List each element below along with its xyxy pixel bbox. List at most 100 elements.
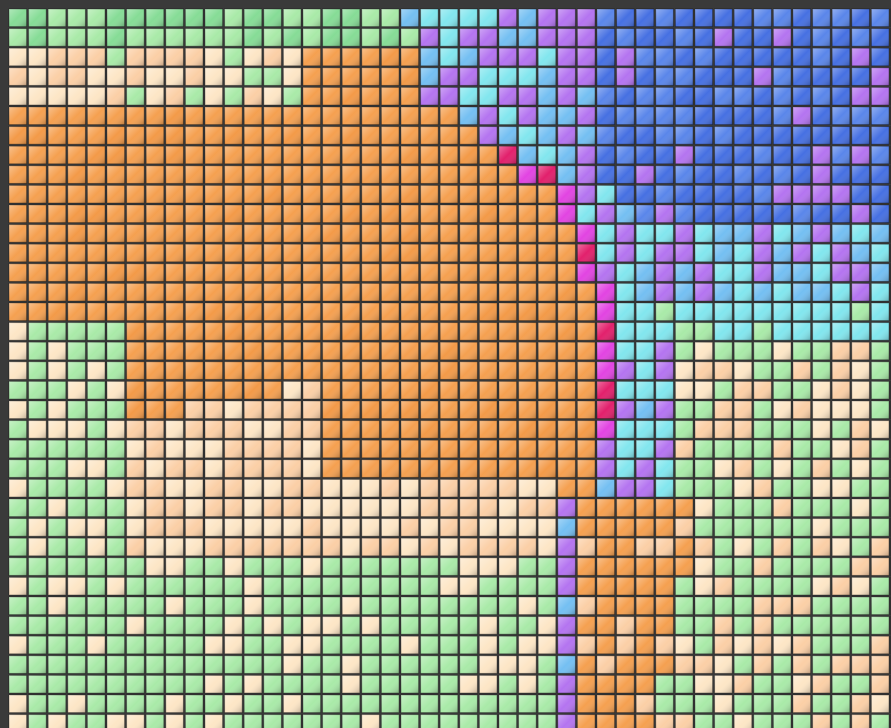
tile-shine [812, 557, 831, 576]
tile-shine [342, 185, 360, 203]
tile-shine [283, 28, 301, 47]
tile-shine [263, 87, 282, 105]
tile-shine [205, 499, 223, 517]
tile-shine [832, 283, 850, 301]
tile-shine [616, 48, 635, 66]
tile-shine [87, 597, 105, 615]
tile-shine [28, 342, 47, 360]
tile-shine [499, 518, 517, 537]
tile-shine [67, 244, 86, 262]
tile-shine [714, 675, 733, 693]
tile-shine [616, 538, 635, 556]
tile-shine [263, 165, 282, 184]
tile-shine [224, 655, 243, 674]
tile-shine [479, 616, 497, 635]
tile-shine [361, 401, 380, 419]
tile-shine [812, 695, 831, 713]
tile-shine [146, 28, 164, 47]
tile-shine [577, 361, 595, 380]
tile-shine [577, 597, 595, 615]
tile-shine [753, 440, 772, 458]
tile-shine [126, 205, 145, 223]
tile-shine [361, 616, 380, 635]
tile-shine [636, 146, 654, 164]
tile-shine [773, 577, 791, 595]
tile-shine [440, 205, 458, 223]
tile-shine [263, 322, 282, 341]
tile-shine [851, 401, 870, 419]
tile-shine [126, 655, 145, 674]
tile-shine [244, 538, 262, 556]
tile-shine [793, 107, 811, 125]
tile-shine [224, 146, 243, 164]
tile-shine [577, 342, 595, 360]
tile-shine [28, 263, 47, 282]
tile-shine [636, 67, 654, 86]
tile-shine [675, 322, 693, 341]
tile-shine [499, 381, 517, 399]
tile-shine [401, 165, 419, 184]
tile-shine [283, 577, 301, 595]
tile-shine [9, 28, 27, 47]
tile-shine [812, 597, 831, 615]
tile-shine [832, 263, 850, 282]
tile-shine [793, 322, 811, 341]
tile-shine [773, 224, 791, 243]
tile-shine [440, 361, 458, 380]
tile-shine [518, 420, 537, 439]
tile-shine [695, 322, 713, 341]
tile-shine [557, 381, 576, 399]
tile-shine [28, 224, 47, 243]
tile-shine [205, 283, 223, 301]
tile-shine [28, 675, 47, 693]
tile-shine [459, 303, 478, 321]
tile-shine [48, 557, 66, 576]
tile-shine [381, 577, 399, 595]
tile-shine [832, 322, 850, 341]
tile-shine [126, 9, 145, 27]
tile-shine [9, 87, 27, 105]
tile-shine [832, 538, 850, 556]
tile-shine [303, 67, 321, 86]
tile-shine [714, 146, 733, 164]
tile-shine [48, 459, 66, 478]
tile-shine [459, 499, 478, 517]
tile-shine [479, 538, 497, 556]
tile-shine [793, 557, 811, 576]
tile-shine [616, 655, 635, 674]
tile-shine [440, 557, 458, 576]
tile-shine [126, 303, 145, 321]
tile-shine [146, 577, 164, 595]
tile-shine [675, 675, 693, 693]
tile-shine [440, 518, 458, 537]
tile-shine [420, 695, 439, 713]
tile-shine [459, 67, 478, 86]
tile-shine [793, 616, 811, 635]
tile-shine [557, 28, 576, 47]
tile-shine [9, 107, 27, 125]
tile-shine [361, 479, 380, 497]
tile-shine [518, 244, 537, 262]
tile-shine [401, 401, 419, 419]
tile-shine [695, 401, 713, 419]
tile-shine [67, 9, 86, 27]
tile-shine [714, 401, 733, 419]
tile-shine [28, 499, 47, 517]
tile-shine [773, 518, 791, 537]
tile-shine [322, 459, 341, 478]
tile-shine [263, 538, 282, 556]
tile-shine [244, 205, 262, 223]
tile-shine [734, 224, 752, 243]
tile-shine [459, 107, 478, 125]
tile-shine [773, 342, 791, 360]
tile-shine [655, 263, 674, 282]
tile-shine [851, 538, 870, 556]
tile-shine [577, 263, 595, 282]
tile-shine [205, 459, 223, 478]
tile-shine [577, 67, 595, 86]
tile-shine [48, 67, 66, 86]
tile-shine [244, 165, 262, 184]
tile-shine [303, 459, 321, 478]
tile-shine [675, 655, 693, 674]
tile-shine [165, 322, 184, 341]
